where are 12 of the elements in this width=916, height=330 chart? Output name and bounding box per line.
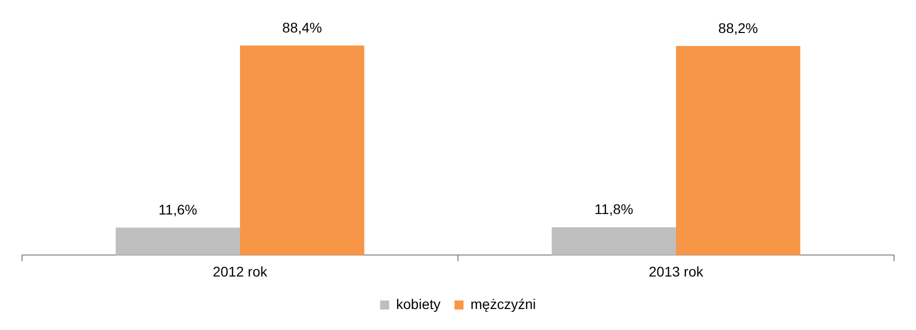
x-tick-label: 2012 rok xyxy=(212,263,268,280)
data-label: 11,8% xyxy=(594,201,634,218)
legend-label: mężczyźni xyxy=(470,296,536,312)
bar xyxy=(552,227,676,256)
data-label: 88,4% xyxy=(282,19,322,36)
x-tick-label: 2013 rok xyxy=(648,263,704,280)
legend-label: kobiety xyxy=(396,296,441,312)
data-label: 11,6% xyxy=(158,202,198,218)
bar xyxy=(116,228,240,256)
bar xyxy=(676,46,800,256)
bar xyxy=(240,46,364,256)
data-label: 88,2% xyxy=(718,20,758,36)
